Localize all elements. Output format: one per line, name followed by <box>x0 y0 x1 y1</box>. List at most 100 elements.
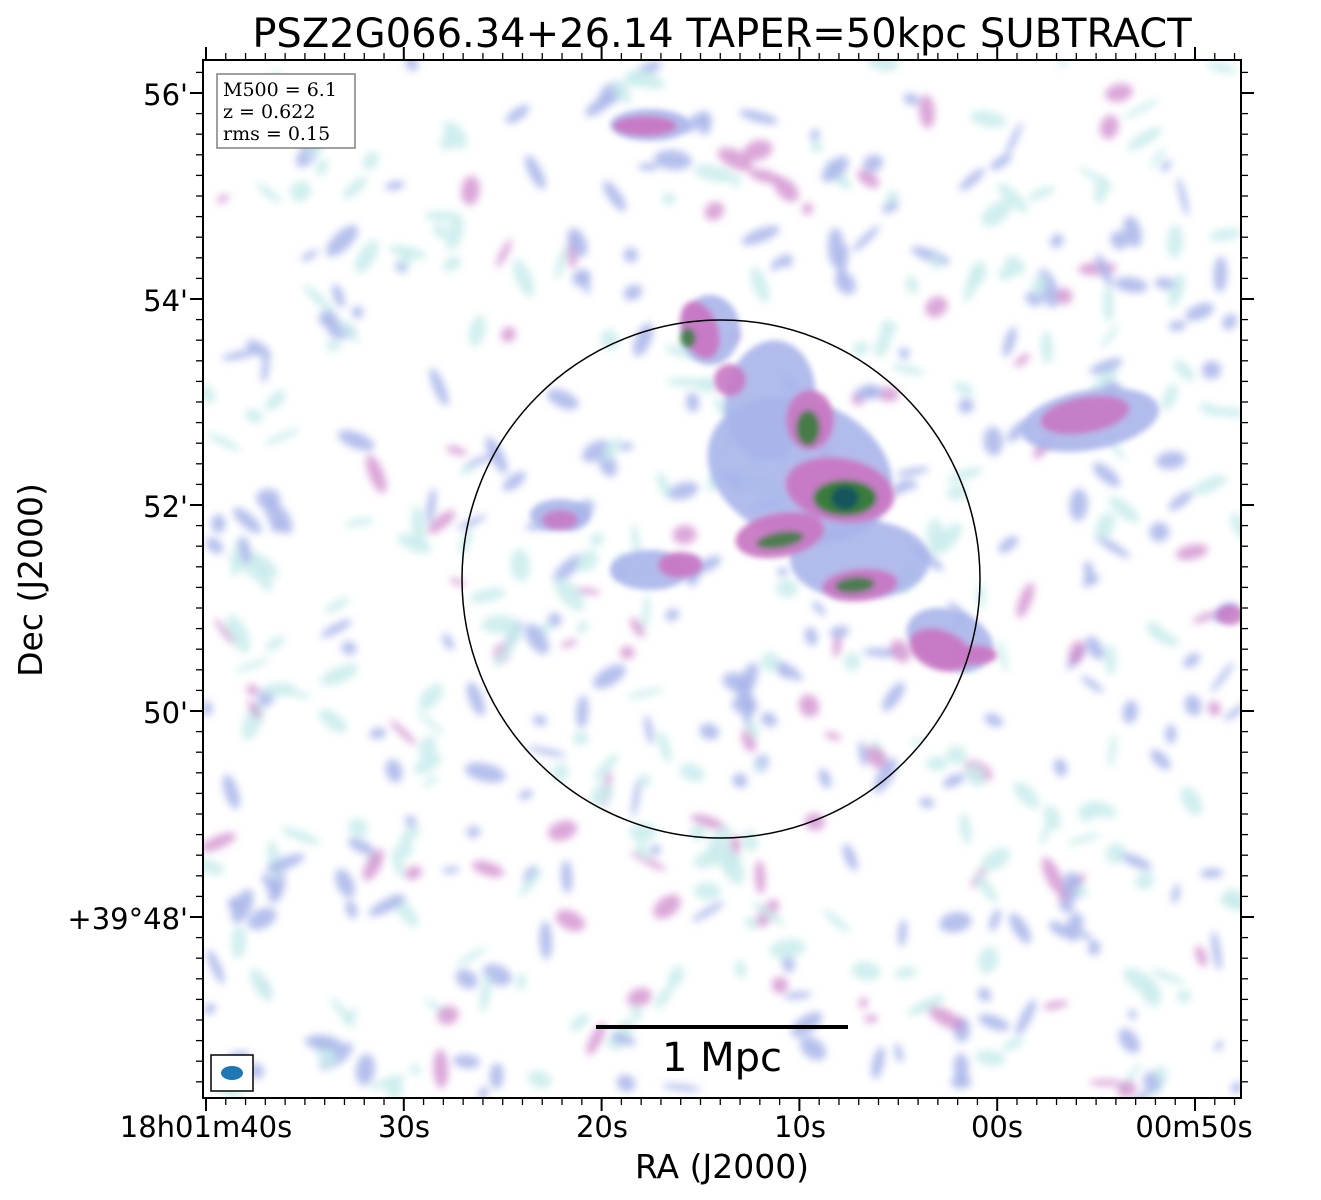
noise-patch <box>1094 176 1109 205</box>
noise-patch <box>397 533 432 554</box>
noise-patch <box>953 381 974 397</box>
noise-patch <box>600 329 620 351</box>
noise-patch <box>234 658 270 673</box>
noise-patch <box>1118 1028 1140 1054</box>
noise-patch <box>1067 833 1101 845</box>
noise-patch <box>1213 256 1228 293</box>
bright-emission <box>658 552 702 578</box>
noise-patch <box>748 168 782 184</box>
noise-patch <box>1127 127 1163 151</box>
noise-patch <box>821 156 849 183</box>
noise-patch <box>392 847 405 878</box>
y-tick-label: +39°48' <box>67 902 188 936</box>
noise-patch <box>1114 277 1148 293</box>
noise-patch <box>963 266 981 302</box>
noise-patch <box>950 1075 972 1089</box>
noise-patch <box>1184 694 1202 716</box>
noise-patch <box>1089 358 1123 375</box>
noise-patch <box>857 169 880 188</box>
noise-patch <box>1040 819 1051 846</box>
noise-patch <box>248 700 261 719</box>
noise-patch <box>216 194 229 204</box>
noise-patch <box>226 615 251 653</box>
noise-patch <box>1105 843 1126 864</box>
noise-patch <box>653 894 681 919</box>
noise-patch <box>1171 884 1181 904</box>
noise-patch <box>644 715 654 745</box>
noise-patch <box>894 1043 904 1063</box>
noise-patch <box>320 619 352 638</box>
noise-patch <box>653 149 692 171</box>
noise-patch <box>1099 114 1119 140</box>
noise-patch <box>437 1005 459 1025</box>
noise-patch <box>823 909 851 934</box>
plot-title: PSZ2G066.34+26.14 TAPER=50kpc SUBTRACT <box>252 11 1192 57</box>
noise-patch <box>894 966 917 979</box>
noise-patch <box>1201 360 1222 380</box>
noise-patch <box>343 517 375 527</box>
noise-patch <box>405 60 418 72</box>
noise-patch <box>418 735 437 760</box>
noise-patch <box>246 339 271 359</box>
noise-patch <box>896 467 930 477</box>
noise-patch <box>1180 786 1203 816</box>
noise-patch <box>679 763 705 782</box>
noise-patch <box>246 684 259 696</box>
noise-patch <box>603 180 627 212</box>
noise-patch <box>616 1074 636 1092</box>
beam-indicator <box>210 1054 254 1092</box>
noise-patch <box>827 227 845 268</box>
noise-patch <box>777 661 803 681</box>
noise-patch <box>442 255 462 272</box>
noise-patch <box>362 151 379 171</box>
noise-patch <box>404 865 423 880</box>
noise-patch <box>304 1034 342 1051</box>
core-emission <box>796 410 820 446</box>
noise-patch <box>925 296 948 318</box>
noise-patch <box>455 969 478 989</box>
noise-patch <box>264 500 293 534</box>
x-tick-label: 30s <box>378 1110 430 1144</box>
noise-patch <box>1016 582 1035 618</box>
noise-patch <box>752 901 786 926</box>
noise-patch <box>704 201 725 221</box>
noise-patch <box>1102 286 1115 323</box>
noise-patch <box>983 426 1003 456</box>
noise-patch <box>769 938 806 960</box>
noise-patch <box>429 368 449 406</box>
noise-patch <box>770 257 782 271</box>
noise-patch <box>997 183 1028 213</box>
y-axis-label: Dec (J2000) <box>11 483 50 677</box>
noise-patch <box>207 433 242 452</box>
noise-patch <box>693 164 735 183</box>
noise-patch <box>469 587 506 603</box>
noise-patch <box>554 577 585 611</box>
noise-patch <box>760 712 778 727</box>
noise-patch <box>401 826 421 840</box>
scale-bar-label: 1 Mpc <box>662 1035 782 1081</box>
noise-patch <box>554 245 568 281</box>
noise-patch <box>812 601 826 616</box>
noise-patch <box>1210 662 1234 693</box>
noise-patch <box>547 820 578 841</box>
noise-patch <box>693 882 722 901</box>
noise-patch <box>489 1062 504 1090</box>
noise-patch <box>341 641 357 655</box>
noise-patch <box>338 318 359 343</box>
noise-patch <box>791 1011 823 1038</box>
noise-patch <box>631 779 641 818</box>
noise-patch <box>1088 939 1101 956</box>
y-tick-label: 52' <box>143 490 188 524</box>
noise-patch <box>637 163 659 171</box>
noise-patch <box>362 849 384 881</box>
noise-patch <box>623 284 643 301</box>
noise-patch <box>247 907 277 930</box>
noise-patch <box>633 323 654 357</box>
noise-patch <box>842 843 858 871</box>
noise-patch <box>926 756 948 772</box>
noise-patch <box>1096 253 1113 287</box>
noise-patch <box>782 955 795 973</box>
noise-patch <box>524 623 550 655</box>
noise-patch <box>696 555 722 573</box>
noise-patch <box>221 349 260 361</box>
